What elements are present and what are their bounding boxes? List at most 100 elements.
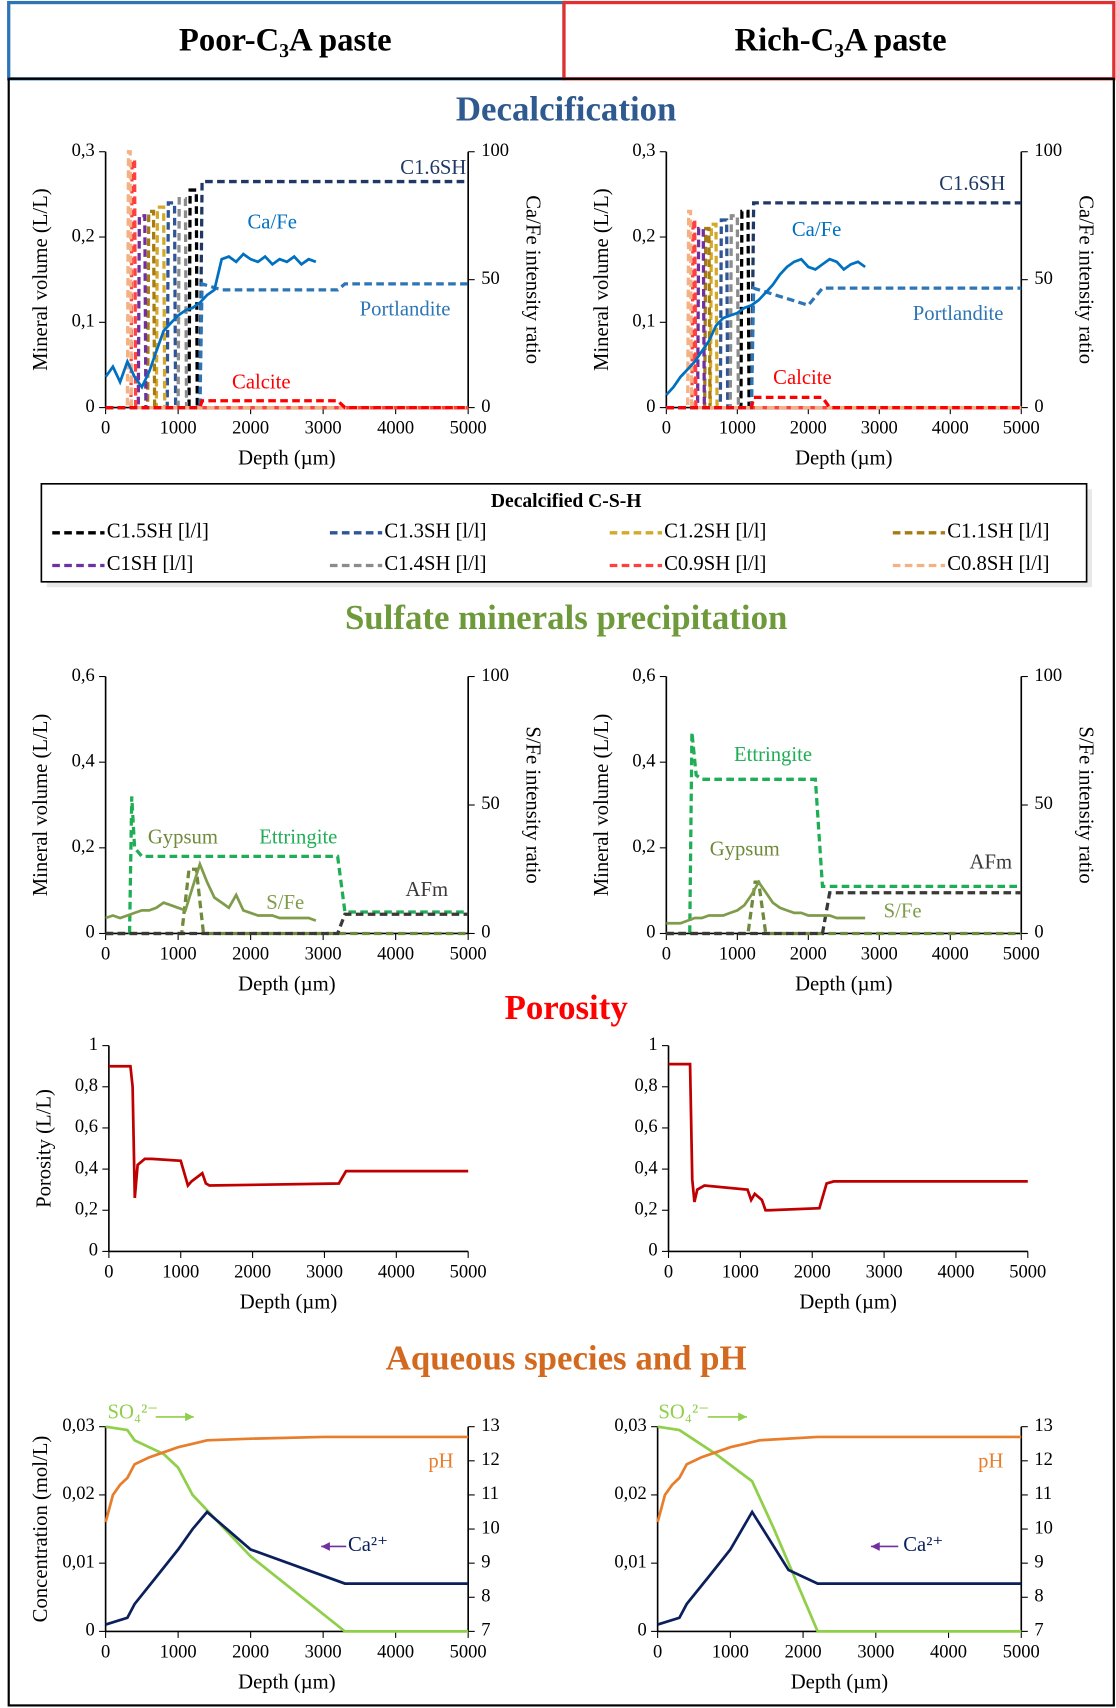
y-tick-label: 0,8 xyxy=(75,1076,98,1096)
x-tick-label: 0 xyxy=(664,1262,673,1282)
y-tick-label: 0,01 xyxy=(62,1552,94,1572)
x-axis-label: Depth (µm) xyxy=(795,973,892,995)
x-tick-label: 2000 xyxy=(794,1262,831,1282)
series-line xyxy=(666,285,1022,410)
legend-label: C0.8SH [l/l] xyxy=(947,553,1049,575)
y-axis-label: Mineral volume (L/L) xyxy=(30,188,52,371)
x-tick-label: 5000 xyxy=(450,419,487,439)
header-right: Rich-C₃A paste xyxy=(734,22,946,58)
x-axis-label: Depth (µm) xyxy=(795,448,892,470)
y-tick-label: 0,2 xyxy=(634,1199,657,1219)
x-axis-label: Depth (µm) xyxy=(238,448,335,470)
y-tick-label: 0 xyxy=(646,397,655,417)
series-line xyxy=(105,1425,469,1633)
y2-tick-label: 13 xyxy=(1034,1416,1053,1436)
series-line xyxy=(105,399,469,410)
x-axis-label: Depth (µm) xyxy=(240,1291,337,1313)
y-tick-label: 0 xyxy=(637,1621,646,1641)
legend-label: C0.9SH [l/l] xyxy=(664,553,766,575)
y-tick-label: 0,4 xyxy=(72,751,95,771)
series-label: S/Fe xyxy=(266,892,304,914)
y2-tick-label: 11 xyxy=(481,1484,499,1504)
x-tick-label: 2000 xyxy=(785,1642,822,1662)
x-tick-label: 2000 xyxy=(232,419,269,439)
y2-tick-label: 10 xyxy=(481,1518,500,1538)
legend-label: C1.4SH [l/l] xyxy=(384,553,486,575)
series-label: pH xyxy=(428,1450,453,1472)
x-tick-label: 3000 xyxy=(305,945,342,965)
x-tick-label: 5000 xyxy=(1009,1262,1046,1282)
y2-tick-label: 8 xyxy=(1034,1587,1043,1607)
series-label: pH xyxy=(978,1450,1003,1472)
x-tick-label: 3000 xyxy=(866,1262,903,1282)
series-line xyxy=(666,879,866,925)
section-title: Decalcification xyxy=(456,90,677,129)
porosity-line xyxy=(108,1064,469,1199)
x-tick-label: 0 xyxy=(662,945,671,965)
header-left-box xyxy=(7,0,566,81)
header-right-box xyxy=(562,0,1116,81)
x-tick-label: 3000 xyxy=(861,419,898,439)
series-label: Ca²⁺ xyxy=(903,1534,943,1556)
header-left: Poor-C₃A paste xyxy=(179,22,392,58)
y-tick-label: 0,6 xyxy=(72,666,95,686)
y2-axis-label: Ca/Fe intensity ratio xyxy=(1075,195,1097,364)
legend-title: Decalcified C-S-H xyxy=(491,491,642,512)
y2-tick-label: 13 xyxy=(481,1416,500,1436)
legend-label: C1.5SH [l/l] xyxy=(107,521,209,543)
x-tick-label: 4000 xyxy=(378,1262,415,1282)
x-tick-label: 1000 xyxy=(719,419,756,439)
series-line xyxy=(105,796,469,936)
y-tick-label: 0,2 xyxy=(72,226,95,246)
series-line xyxy=(666,891,1022,936)
x-tick-label: 5000 xyxy=(450,945,487,965)
x-tick-label: 5000 xyxy=(450,1262,487,1282)
x-axis-label: Depth (µm) xyxy=(791,1671,888,1693)
y2-tick-label: 0 xyxy=(1034,397,1043,417)
x-axis-label: Depth (µm) xyxy=(238,973,335,995)
series-label: Gypsum xyxy=(710,838,780,860)
y-tick-label: 0,2 xyxy=(72,837,95,857)
series-line xyxy=(656,1435,1022,1523)
x-tick-label: 5000 xyxy=(450,1642,487,1662)
x-tick-label: 1000 xyxy=(722,1262,759,1282)
arrow-head xyxy=(871,1542,880,1551)
x-tick-label: 2000 xyxy=(790,419,827,439)
arrow-head xyxy=(185,1412,194,1422)
series-label: Ca/Fe xyxy=(247,211,296,233)
y-tick-label: 0 xyxy=(85,397,94,417)
y2-tick-label: 50 xyxy=(481,794,500,814)
y2-tick-label: 100 xyxy=(1034,666,1062,686)
legend-label: C1SH [l/l] xyxy=(107,553,194,575)
x-tick-label: 1000 xyxy=(160,1642,197,1662)
series-line xyxy=(665,257,866,396)
legend-label: C1.3SH [l/l] xyxy=(384,521,486,543)
y2-tick-label: 7 xyxy=(1034,1621,1043,1641)
series-label: AFm xyxy=(970,852,1013,874)
series-label: C1.6SH xyxy=(400,157,466,179)
series-line xyxy=(105,281,469,410)
series-label: Portlandite xyxy=(360,298,451,320)
porosity-line xyxy=(668,1062,1028,1212)
x-tick-label: 3000 xyxy=(305,1642,342,1662)
series-label: Calcite xyxy=(773,367,832,389)
x-tick-label: 0 xyxy=(101,945,110,965)
x-tick-label: 0 xyxy=(662,419,671,439)
series-label: Portlandite xyxy=(913,303,1004,325)
y2-tick-label: 9 xyxy=(1034,1552,1043,1572)
series-line xyxy=(666,880,1022,936)
y-axis-label: Mineral volume (L/L) xyxy=(30,714,52,897)
y2-tick-label: 12 xyxy=(481,1450,500,1470)
series-label: AFm xyxy=(406,879,449,901)
x-tick-label: 4000 xyxy=(930,1642,967,1662)
csh-line xyxy=(666,226,1022,410)
y2-tick-label: 11 xyxy=(1034,1484,1052,1504)
x-tick-label: 3000 xyxy=(306,1262,343,1282)
series-line xyxy=(104,1435,469,1523)
series-label: Gypsum xyxy=(148,827,218,849)
y-tick-label: 0,2 xyxy=(632,837,655,857)
x-tick-label: 2000 xyxy=(790,945,827,965)
x-axis-label: Depth (µm) xyxy=(238,1671,335,1693)
x-tick-label: 1000 xyxy=(160,945,197,965)
